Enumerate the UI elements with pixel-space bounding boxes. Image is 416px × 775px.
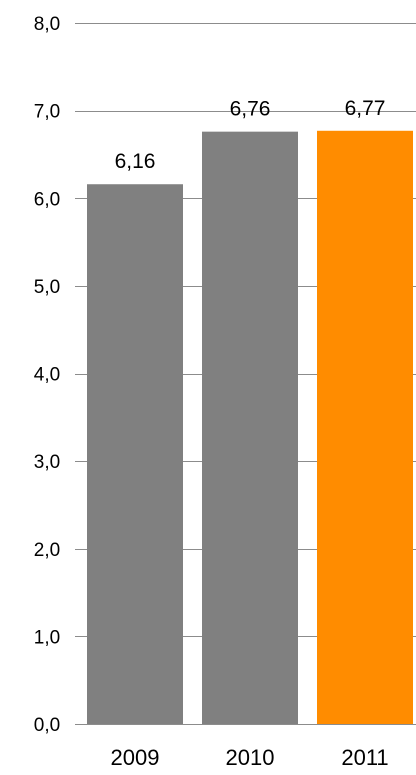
x-category-label: 2011 [341,745,388,770]
y-tick-label: 3,0 [34,452,60,473]
y-tick-label: 4,0 [34,365,60,386]
data-label: 6,76 [230,98,271,121]
y-tick-label: 0,0 [34,715,60,736]
bar-2010 [202,131,298,724]
data-label: 6,77 [345,97,386,120]
y-tick-label: 1,0 [34,627,60,648]
data-label: 6,16 [115,150,156,173]
data-labels: 6,16 6,76 6,77 [115,97,386,173]
bar-2011 [317,130,413,724]
y-tick-label: 8,0 [34,14,60,35]
x-axis-category-labels: 2009 2010 2011 [111,745,389,770]
y-tick-label: 6,0 [34,189,60,210]
y-tick-label: 5,0 [34,277,60,298]
bar-2009 [87,184,183,725]
y-tick-label: 7,0 [34,102,60,123]
y-axis-tick-labels: 0,0 1,0 2,0 3,0 4,0 5,0 6,0 7,0 8,0 [34,14,60,736]
x-category-label: 2010 [226,745,275,770]
x-category-label: 2009 [111,745,160,770]
y-tick-label: 2,0 [34,540,60,561]
bars [87,130,413,725]
